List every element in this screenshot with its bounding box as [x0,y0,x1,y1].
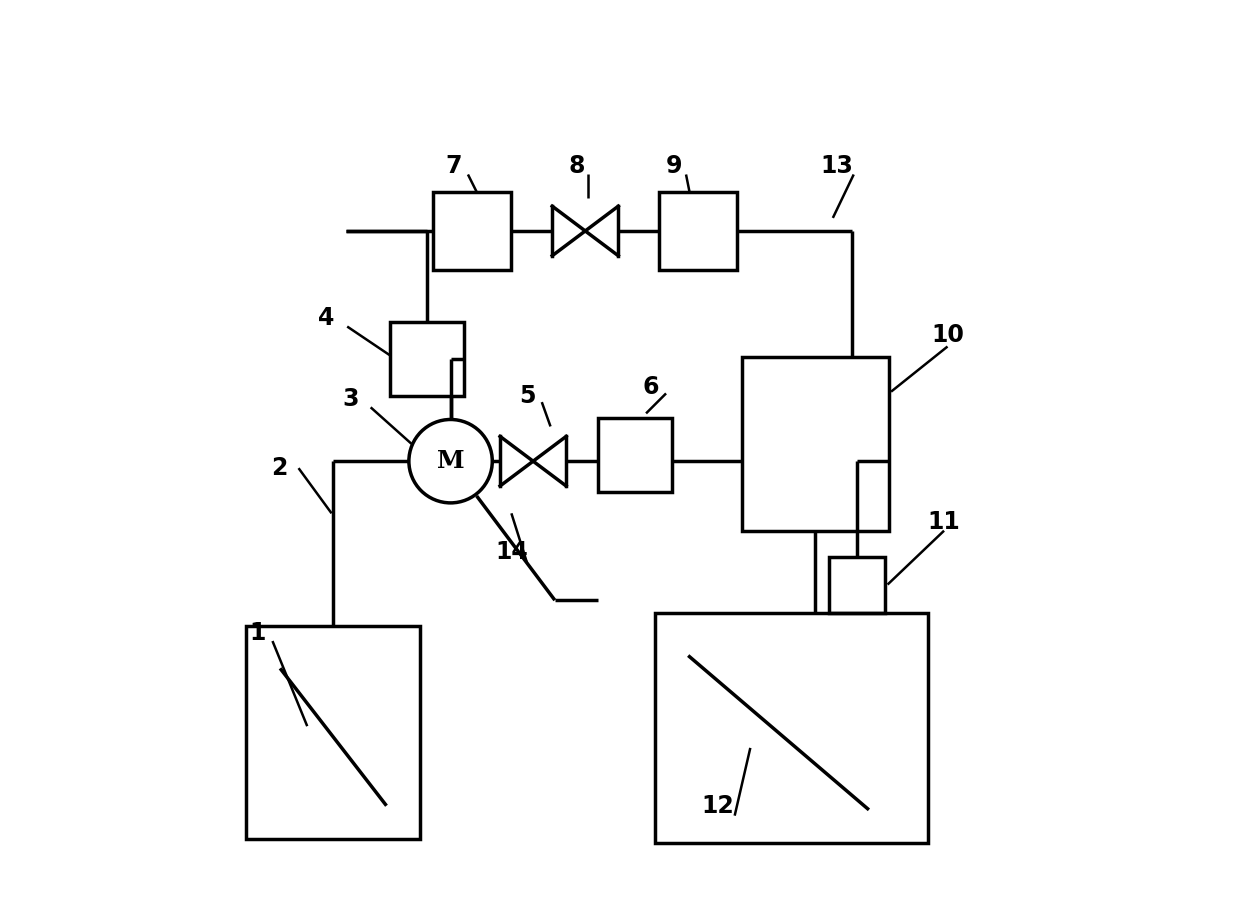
Bar [742,357,889,530]
Text: 9: 9 [666,154,682,177]
Text: 2: 2 [272,456,288,481]
Text: 4: 4 [319,306,335,329]
Bar [389,322,464,396]
Bar [655,614,929,843]
Text: 14: 14 [495,540,528,565]
Text: 7: 7 [445,154,461,177]
Bar [828,557,885,614]
Text: 6: 6 [642,376,658,399]
Text: 12: 12 [702,794,734,818]
Text: 10: 10 [931,323,963,348]
Bar [247,626,420,839]
Text: 1: 1 [249,621,265,645]
Text: 11: 11 [928,510,961,534]
Text: 3: 3 [342,386,358,411]
Text: 13: 13 [821,154,853,177]
Bar [433,192,511,270]
Bar [660,192,738,270]
Text: 5: 5 [518,384,536,408]
Bar [598,418,672,491]
Text: M: M [436,449,465,473]
Text: 8: 8 [568,154,585,177]
